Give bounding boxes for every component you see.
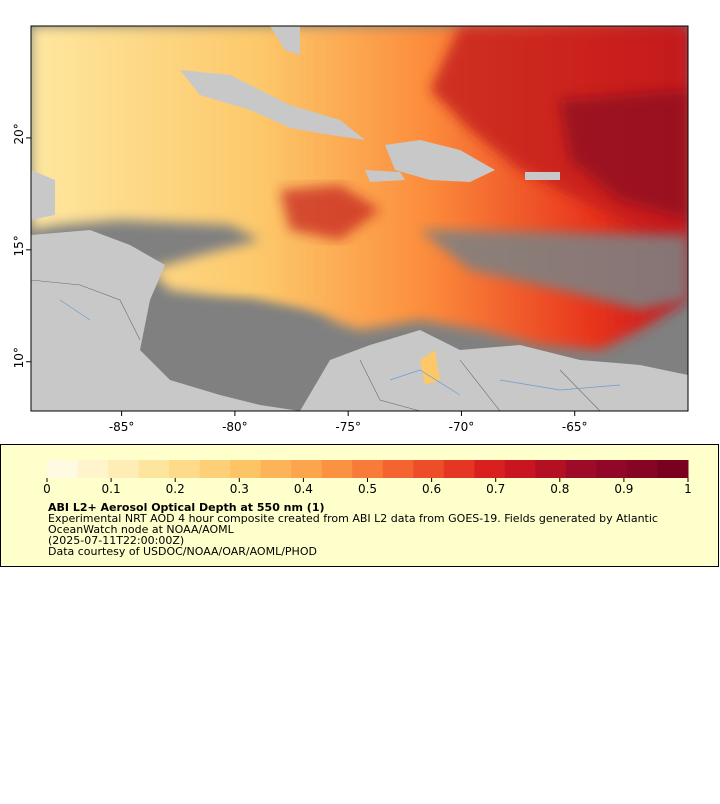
- colorbar-step: [199, 460, 231, 478]
- axes: -85° -80° -75° -70° -65° 10° 15° 20°: [12, 123, 588, 434]
- map: [31, 26, 688, 411]
- borders: [31, 279, 601, 411]
- x-tick-label: -70°: [449, 420, 475, 434]
- x-tick-label: -75°: [335, 420, 361, 434]
- south-america: [300, 330, 688, 411]
- colorbar-step: [260, 460, 292, 478]
- colorbar-step: [47, 460, 79, 478]
- colorbar-step: [657, 460, 689, 478]
- colorbar-step: [382, 460, 414, 478]
- colorbar-step: [596, 460, 628, 478]
- colorbar-tick-label: 0.8: [550, 482, 569, 496]
- clear-ocean: [420, 230, 688, 310]
- colorbar-tick-label: 0.4: [294, 482, 313, 496]
- y-tick-label: 10°: [12, 347, 26, 368]
- colorbar-step: [443, 460, 475, 478]
- x-tick-label: -80°: [222, 420, 248, 434]
- legend-title: ABI L2+ Aerosol Optical Depth at 550 nm …: [48, 501, 325, 514]
- legend-line: Experimental NRT AOD 4 hour composite cr…: [48, 512, 658, 525]
- florida: [270, 26, 300, 55]
- colorbar-tick-label: 0.3: [230, 482, 249, 496]
- colorbar-step: [565, 460, 597, 478]
- colorbar-step: [138, 460, 170, 478]
- colorbar-tick-label: 0.5: [358, 482, 377, 496]
- colorbar-step: [504, 460, 536, 478]
- colorbar-tick-label: 1: [684, 482, 692, 496]
- colorbar-step: [321, 460, 353, 478]
- map-frame: [30, 25, 689, 412]
- x-tick-label: -65°: [562, 420, 588, 434]
- legend-line: (2025-07-11T22:00:00Z): [48, 534, 184, 547]
- central-america: [31, 230, 300, 411]
- legend-line: OceanWatch node at NOAA/AOML: [48, 523, 235, 536]
- clear-ocean: [140, 300, 330, 370]
- colorbar-step: [169, 460, 201, 478]
- rivers: [59, 299, 621, 396]
- colorbar-step: [535, 460, 567, 478]
- colorbar-tick-label: 0: [43, 482, 51, 496]
- colorbar: 0 0.1 0.2 0.3 0.4 0.5 0.6 0.7 0.8 0.9 1: [43, 460, 692, 496]
- colorbar-step: [352, 460, 384, 478]
- colorbar-step: [230, 460, 262, 478]
- colorbar-step: [108, 460, 140, 478]
- lake-aerosol: [420, 350, 440, 385]
- legend-line: Data courtesy of USDOC/NOAA/OAR/AOML/PHO…: [48, 545, 317, 558]
- aerosol-peak: [560, 90, 688, 220]
- hispaniola: [385, 140, 495, 182]
- x-tick-label: -85°: [109, 420, 135, 434]
- colorbar-tick-label: 0.2: [166, 482, 185, 496]
- colorbar-tick-label: 0.9: [614, 482, 633, 496]
- colorbar-step: [413, 460, 445, 478]
- colorbar-step: [291, 460, 323, 478]
- y-tick-label: 20°: [12, 123, 26, 144]
- puerto-rico: [525, 172, 560, 180]
- cuba: [180, 70, 365, 140]
- y-tick-label: 15°: [12, 235, 26, 256]
- colorbar-step: [626, 460, 658, 478]
- colorbar-step: [474, 460, 506, 478]
- jamaica: [365, 170, 405, 182]
- aerosol-patch: [280, 185, 380, 240]
- colorbar-tick-label: 0.6: [422, 482, 441, 496]
- yucatan: [31, 170, 55, 220]
- colorbar-tick-label: 0.1: [102, 482, 121, 496]
- colorbar-tick-label: 0.7: [486, 482, 505, 496]
- colorbar-step: [77, 460, 109, 478]
